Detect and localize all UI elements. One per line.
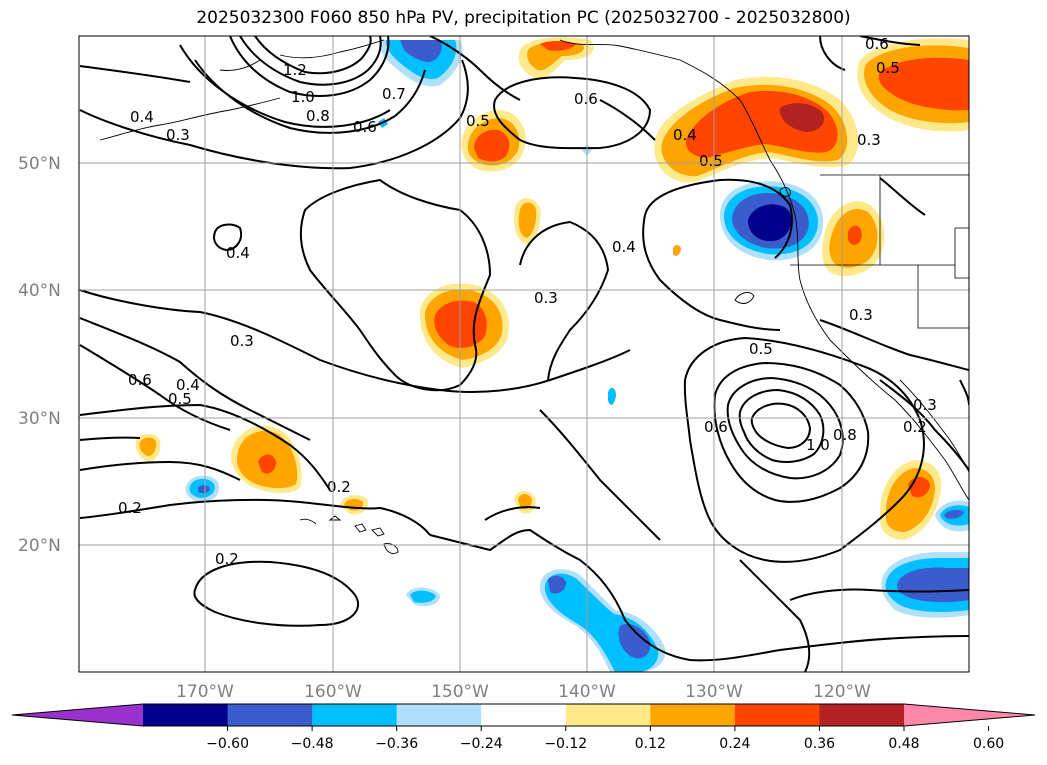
colorbar-outline [11,703,1036,727]
colorbar-segment [481,704,567,726]
contour-label: 0.3 [849,306,873,324]
contour-label: 0.3 [166,126,190,144]
contour-label: 0.3 [857,131,881,149]
contour-label: 0.4 [130,108,154,126]
lon-label: 140°W [558,682,616,702]
colorbar-segment [650,704,736,726]
colorbar-tick-label: −0.12 [544,736,587,752]
colorbar-segment [396,704,482,726]
colorbar-segment [565,704,651,726]
colorbar-segment [819,704,905,726]
colorbar-tick-label: 0.36 [804,736,835,752]
lat-label: 50°N [18,154,61,174]
contour-label: 0.5 [168,390,192,408]
borders [790,174,969,329]
plot-frame [78,35,970,673]
contour-label: 0.5 [876,59,900,77]
colorbar-tick-label: 0.24 [719,736,750,752]
lat-label: 30°N [18,409,61,429]
lon-label: 130°W [685,682,743,702]
contour-label: 0.4 [673,126,697,144]
colorbar-tick-label: 0.12 [635,736,666,752]
contour-label: 0.4 [612,238,636,256]
gridlines [79,36,969,672]
colorbar-tick-label: −0.24 [460,736,503,752]
coastlines [99,39,969,555]
contour-label: 0.2 [215,550,239,568]
lat-label: 20°N [18,536,61,556]
contour-label: 0.3 [913,396,937,414]
colorbar-segment [227,704,313,726]
contour-label: 0.7 [382,85,406,103]
contour-label: 0.2 [118,499,142,517]
contour-label: 0.2 [327,478,351,496]
contour-label: 0.6 [128,371,152,389]
colorbar-segment [734,704,820,726]
contour-label: 0.4 [226,244,250,262]
contour-label: 1.2 [283,61,307,79]
contour-label: 0.8 [833,426,857,444]
colorbar: −0.60 −0.48 −0.36 −0.24 −0.12 0.12 0.24 0.36 0.4… [11,703,1036,752]
colorbar-tick-label: −0.48 [291,736,334,752]
contour-label: 0.5 [699,152,723,170]
lon-label: 120°W [813,682,871,702]
contour-label: 0.6 [574,90,598,108]
contour-label: 0.5 [466,112,490,130]
contour-label: 1.0 [806,436,830,454]
contour-label: 0.2 [903,418,927,436]
lon-label: 160°W [304,682,362,702]
colorbar-tick-label: 0.48 [888,736,919,752]
colorbar-extend-max [904,704,1035,726]
latitude-labels: 50°N 40°N 30°N 20°N [18,154,61,556]
lat-label: 40°N [18,281,61,301]
contour-label: 0.5 [749,340,773,358]
contour-label: 0.6 [865,35,889,53]
precip-shading [135,37,969,672]
map-title: 2025032300 F060 850 hPa PV, precipitatio… [196,8,851,28]
contour-label: 0.3 [230,332,254,350]
contour-label: 1.0 [291,88,315,106]
lon-label: 170°W [176,682,234,702]
contour-label: 0.6 [353,118,377,136]
contour-label: 0.3 [534,289,558,307]
colorbar-segment [312,704,398,726]
pv-contours [79,36,969,672]
contour-labels: 1.2 1.0 0.8 0.6 0.7 0.4 0.3 0.5 0.6 0.5 … [118,35,937,568]
colorbar-tick-label: 0.60 [973,736,1004,752]
contour-label: 0.4 [176,376,200,394]
colorbar-extend-min [12,704,143,726]
colorbar-segment [143,704,229,726]
colorbar-tick-label: −0.60 [206,736,249,752]
lon-label: 150°W [431,682,489,702]
contour-label: 0.6 [704,418,728,436]
contour-label: 0.8 [306,107,330,125]
colorbar-tick-label: −0.36 [375,736,418,752]
longitude-labels: 170°W 160°W 150°W 140°W 130°W 120°W [176,682,871,702]
